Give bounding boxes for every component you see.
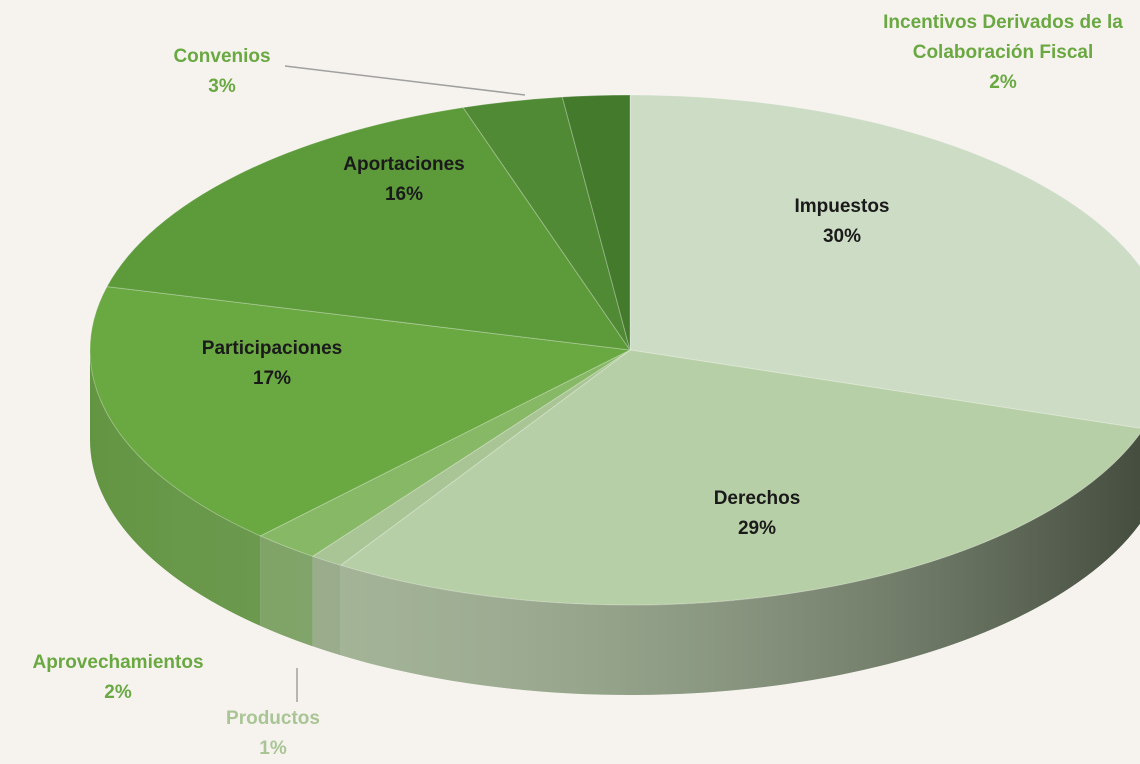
leader-line bbox=[284, 65, 526, 96]
data-label: Participaciones 17% bbox=[202, 334, 342, 394]
pie-tops bbox=[89, 94, 1140, 606]
label-value: 2% bbox=[989, 72, 1017, 93]
data-label: Convenios 3% bbox=[173, 42, 270, 102]
data-label: Incentivos Derivados de la Colaboración … bbox=[868, 8, 1138, 98]
data-label: Aprovechamientos 2% bbox=[32, 648, 203, 708]
label-value: 16% bbox=[384, 184, 424, 205]
label-value: 17% bbox=[252, 368, 292, 389]
data-label: Productos 1% bbox=[226, 704, 320, 764]
slice bbox=[311, 349, 631, 566]
label-name: Aportaciones bbox=[343, 154, 465, 175]
label-name: Participaciones bbox=[201, 338, 343, 359]
slice bbox=[629, 94, 1140, 429]
label-name: Impuestos bbox=[794, 196, 890, 217]
slice-side bbox=[312, 556, 341, 656]
label-value: 3% bbox=[208, 76, 236, 97]
data-label: Aportaciones 16% bbox=[343, 150, 464, 210]
data-label: Impuestos 30% bbox=[794, 192, 889, 252]
slice bbox=[106, 106, 632, 351]
label-name: Productos bbox=[226, 708, 320, 729]
slice bbox=[259, 349, 631, 557]
label-value: 29% bbox=[737, 518, 777, 539]
data-label: Derechos 29% bbox=[714, 484, 801, 544]
label-value: 30% bbox=[822, 226, 862, 247]
label-name: Convenios bbox=[173, 46, 271, 67]
label-name: Incentivos Derivados de la Colaboración … bbox=[883, 12, 1123, 63]
slice bbox=[561, 94, 631, 351]
label-value: 2% bbox=[104, 682, 132, 703]
slice bbox=[339, 349, 1140, 606]
label-name: Aprovechamientos bbox=[32, 652, 204, 673]
slice bbox=[462, 96, 631, 351]
slice bbox=[89, 286, 632, 537]
label-name: Derechos bbox=[713, 488, 801, 509]
label-value: 1% bbox=[259, 738, 287, 759]
